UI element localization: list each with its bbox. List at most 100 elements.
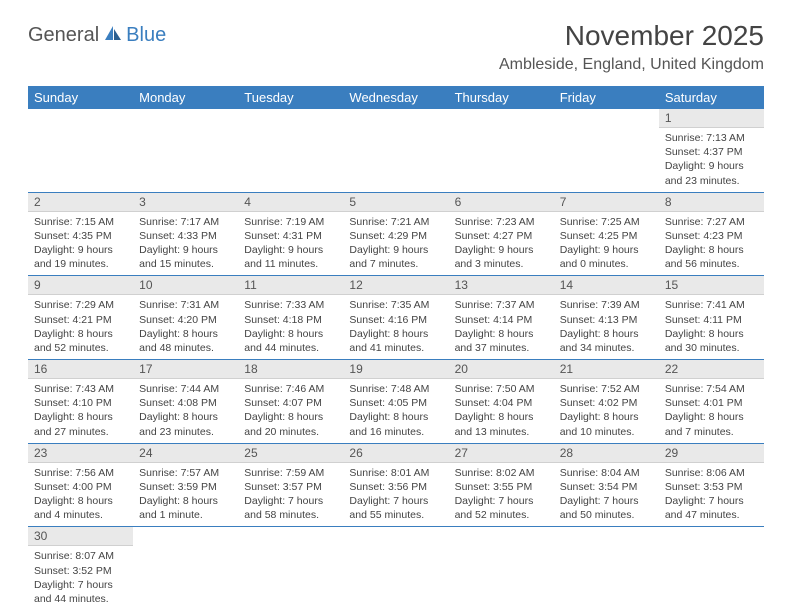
day-detail-line: Sunset: 4:23 PM bbox=[665, 229, 758, 243]
day-detail-line: Sunset: 4:01 PM bbox=[665, 396, 758, 410]
calendar-day-cell: 14Sunrise: 7:39 AMSunset: 4:13 PMDayligh… bbox=[554, 276, 659, 360]
calendar-day-cell: 7Sunrise: 7:25 AMSunset: 4:25 PMDaylight… bbox=[554, 192, 659, 276]
title-block: November 2025 Ambleside, England, United… bbox=[499, 20, 764, 74]
day-detail: Sunrise: 7:25 AMSunset: 4:25 PMDaylight:… bbox=[554, 212, 659, 276]
day-number: 23 bbox=[28, 444, 133, 463]
day-detail-line: Daylight: 7 hours and 58 minutes. bbox=[244, 494, 337, 522]
day-detail-line: Daylight: 8 hours and 4 minutes. bbox=[34, 494, 127, 522]
day-detail-line: Sunrise: 7:31 AM bbox=[139, 298, 232, 312]
calendar-day-cell: 6Sunrise: 7:23 AMSunset: 4:27 PMDaylight… bbox=[449, 192, 554, 276]
weekday-header: Saturday bbox=[659, 86, 764, 109]
day-detail-line: Sunset: 4:33 PM bbox=[139, 229, 232, 243]
day-detail-line: Sunrise: 7:15 AM bbox=[34, 215, 127, 229]
day-number bbox=[343, 527, 448, 545]
location-subtitle: Ambleside, England, United Kingdom bbox=[499, 56, 764, 74]
day-detail: Sunrise: 7:19 AMSunset: 4:31 PMDaylight:… bbox=[238, 212, 343, 276]
day-detail-line: Daylight: 8 hours and 56 minutes. bbox=[665, 243, 758, 271]
day-detail-line: Sunset: 3:57 PM bbox=[244, 480, 337, 494]
day-detail-line: Daylight: 9 hours and 3 minutes. bbox=[455, 243, 548, 271]
day-detail: Sunrise: 7:17 AMSunset: 4:33 PMDaylight:… bbox=[133, 212, 238, 276]
day-detail: Sunrise: 7:50 AMSunset: 4:04 PMDaylight:… bbox=[449, 379, 554, 443]
calendar-day-cell: 16Sunrise: 7:43 AMSunset: 4:10 PMDayligh… bbox=[28, 360, 133, 444]
day-detail-line: Daylight: 7 hours and 47 minutes. bbox=[665, 494, 758, 522]
day-detail-line: Sunset: 3:53 PM bbox=[665, 480, 758, 494]
day-detail: Sunrise: 7:48 AMSunset: 4:05 PMDaylight:… bbox=[343, 379, 448, 443]
calendar-day-cell bbox=[343, 109, 448, 192]
day-detail: Sunrise: 8:01 AMSunset: 3:56 PMDaylight:… bbox=[343, 463, 448, 527]
day-detail-line: Daylight: 8 hours and 30 minutes. bbox=[665, 327, 758, 355]
day-detail-line: Daylight: 8 hours and 10 minutes. bbox=[560, 410, 653, 438]
day-detail-line: Sunset: 4:21 PM bbox=[34, 313, 127, 327]
day-detail: Sunrise: 7:44 AMSunset: 4:08 PMDaylight:… bbox=[133, 379, 238, 443]
day-detail-line: Sunset: 4:14 PM bbox=[455, 313, 548, 327]
day-detail-line: Daylight: 9 hours and 23 minutes. bbox=[665, 159, 758, 187]
day-detail-line: Sunrise: 7:37 AM bbox=[455, 298, 548, 312]
calendar-week-row: 23Sunrise: 7:56 AMSunset: 4:00 PMDayligh… bbox=[28, 443, 764, 527]
day-number: 17 bbox=[133, 360, 238, 379]
day-detail-line: Daylight: 7 hours and 50 minutes. bbox=[560, 494, 653, 522]
day-detail-line: Sunrise: 8:01 AM bbox=[349, 466, 442, 480]
day-number: 7 bbox=[554, 193, 659, 212]
day-detail-line: Sunset: 4:10 PM bbox=[34, 396, 127, 410]
day-number: 5 bbox=[343, 193, 448, 212]
day-detail-line: Sunset: 4:20 PM bbox=[139, 313, 232, 327]
day-number: 21 bbox=[554, 360, 659, 379]
day-number: 12 bbox=[343, 276, 448, 295]
calendar-day-cell: 12Sunrise: 7:35 AMSunset: 4:16 PMDayligh… bbox=[343, 276, 448, 360]
calendar-day-cell: 10 Sunrise: 7:31 AMSunset: 4:20 PMDayligh… bbox=[133, 276, 238, 360]
day-number: 10 bbox=[133, 276, 238, 295]
day-number: 27 bbox=[449, 444, 554, 463]
day-detail: Sunrise: 7:23 AMSunset: 4:27 PMDaylight:… bbox=[449, 212, 554, 276]
weekday-header: Friday bbox=[554, 86, 659, 109]
day-number bbox=[659, 527, 764, 545]
day-number bbox=[449, 109, 554, 127]
day-detail-line: Sunrise: 7:56 AM bbox=[34, 466, 127, 480]
weekday-header: Tuesday bbox=[238, 86, 343, 109]
logo-text-general: General bbox=[28, 24, 99, 47]
day-number bbox=[133, 109, 238, 127]
day-detail-line: Sunset: 4:08 PM bbox=[139, 396, 232, 410]
day-detail: Sunrise: 7:33 AMSunset: 4:18 PMDaylight:… bbox=[238, 295, 343, 359]
day-detail-line: Sunset: 4:25 PM bbox=[560, 229, 653, 243]
day-detail-line: Daylight: 9 hours and 7 minutes. bbox=[349, 243, 442, 271]
day-number: 3 bbox=[133, 193, 238, 212]
day-detail-line: Sunrise: 7:46 AM bbox=[244, 382, 337, 396]
calendar-day-cell: 22Sunrise: 7:54 AMSunset: 4:01 PMDayligh… bbox=[659, 360, 764, 444]
day-detail-line: Sunrise: 7:39 AM bbox=[560, 298, 653, 312]
day-detail-line: Sunrise: 8:07 AM bbox=[34, 549, 127, 563]
calendar-day-cell: 19Sunrise: 7:48 AMSunset: 4:05 PMDayligh… bbox=[343, 360, 448, 444]
calendar-day-cell: 17Sunrise: 7:44 AMSunset: 4:08 PMDayligh… bbox=[133, 360, 238, 444]
calendar-day-cell: 15Sunrise: 7:41 AMSunset: 4:11 PMDayligh… bbox=[659, 276, 764, 360]
day-detail-line: Daylight: 8 hours and 41 minutes. bbox=[349, 327, 442, 355]
calendar-week-row: 1Sunrise: 7:13 AMSunset: 4:37 PMDaylight… bbox=[28, 109, 764, 192]
day-detail-line: Sunrise: 7:57 AM bbox=[139, 466, 232, 480]
day-detail-line: Daylight: 9 hours and 0 minutes. bbox=[560, 243, 653, 271]
day-detail-line: Sunrise: 7:21 AM bbox=[349, 215, 442, 229]
day-number: 13 bbox=[449, 276, 554, 295]
calendar-page: General Blue November 2025 Ambleside, En… bbox=[0, 0, 792, 610]
day-number: 18 bbox=[238, 360, 343, 379]
day-detail-line: Daylight: 8 hours and 48 minutes. bbox=[139, 327, 232, 355]
day-detail-line: Daylight: 8 hours and 52 minutes. bbox=[34, 327, 127, 355]
day-detail-line: Sunrise: 7:48 AM bbox=[349, 382, 442, 396]
day-detail-line: Daylight: 9 hours and 11 minutes. bbox=[244, 243, 337, 271]
day-number: 1 bbox=[659, 109, 764, 128]
day-detail-line: Sunrise: 7:59 AM bbox=[244, 466, 337, 480]
calendar-day-cell: 20Sunrise: 7:50 AMSunset: 4:04 PMDayligh… bbox=[449, 360, 554, 444]
day-detail-line: Sunrise: 7:33 AM bbox=[244, 298, 337, 312]
day-number bbox=[343, 109, 448, 127]
day-detail-line: Sunset: 3:59 PM bbox=[139, 480, 232, 494]
day-detail: Sunrise: 7:37 AMSunset: 4:14 PMDaylight:… bbox=[449, 295, 554, 359]
day-detail: Sunrise: 7:15 AMSunset: 4:35 PMDaylight:… bbox=[28, 212, 133, 276]
day-detail-line: Daylight: 9 hours and 19 minutes. bbox=[34, 243, 127, 271]
calendar-day-cell: 29Sunrise: 8:06 AMSunset: 3:53 PMDayligh… bbox=[659, 443, 764, 527]
logo-sail-icon bbox=[103, 24, 123, 47]
day-detail: Sunrise: 7:41 AMSunset: 4:11 PMDaylight:… bbox=[659, 295, 764, 359]
day-detail-line: Sunrise: 7:25 AM bbox=[560, 215, 653, 229]
day-detail: Sunrise: 7:43 AMSunset: 4:10 PMDaylight:… bbox=[28, 379, 133, 443]
day-number: 26 bbox=[343, 444, 448, 463]
day-detail: Sunrise: 8:06 AMSunset: 3:53 PMDaylight:… bbox=[659, 463, 764, 527]
day-detail-line: Sunset: 4:05 PM bbox=[349, 396, 442, 410]
day-detail-line: Sunrise: 7:19 AM bbox=[244, 215, 337, 229]
day-detail-line: Sunset: 4:18 PM bbox=[244, 313, 337, 327]
